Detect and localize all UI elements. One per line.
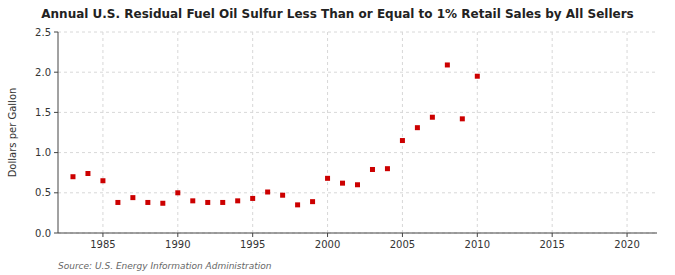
grid — [58, 32, 657, 233]
grid-line — [477, 32, 478, 233]
point — [355, 182, 360, 187]
x-tick — [327, 233, 328, 237]
grid-line — [552, 32, 553, 233]
point — [115, 200, 120, 205]
grid-line — [58, 152, 657, 153]
grid-line — [58, 112, 657, 113]
point — [160, 201, 165, 206]
point — [400, 138, 405, 143]
grid-line — [102, 32, 103, 233]
x-tick-label: 2005 — [390, 239, 415, 250]
point — [340, 181, 345, 186]
x-tick-label: 2000 — [315, 239, 340, 250]
y-tick — [54, 72, 58, 73]
x-tick-label: 2010 — [465, 239, 490, 250]
grid-line — [327, 32, 328, 233]
point — [205, 200, 210, 205]
x-tick — [477, 233, 478, 237]
x-tick — [252, 233, 253, 237]
point — [175, 190, 180, 195]
point — [415, 125, 420, 130]
y-tick-label: 0.5 — [35, 187, 51, 198]
y-tick — [54, 152, 58, 153]
y-axis-label: Dollars per Gallon — [7, 88, 18, 178]
x-axis-line — [58, 233, 657, 234]
point — [220, 200, 225, 205]
source-note: Source: U.S. Energy Information Administ… — [58, 261, 272, 271]
x-tick-label: 1985 — [90, 239, 115, 250]
x-tick — [102, 233, 103, 237]
point — [370, 167, 375, 172]
point — [250, 196, 255, 201]
point — [100, 178, 105, 183]
point — [385, 166, 390, 171]
point — [460, 116, 465, 121]
x-tick — [402, 233, 403, 237]
x-tick — [177, 233, 178, 237]
point — [190, 198, 195, 203]
point — [265, 189, 270, 194]
points — [70, 62, 479, 207]
grid-line — [177, 32, 178, 233]
grid-line — [627, 32, 628, 233]
grid-line — [58, 72, 657, 73]
point — [85, 171, 90, 176]
x-tick-label: 1990 — [165, 239, 190, 250]
y-axis-line — [58, 32, 59, 233]
y-tick-label: 2.0 — [35, 67, 51, 78]
x-tick — [552, 233, 553, 237]
y-tick — [54, 112, 58, 113]
point — [130, 195, 135, 200]
point — [325, 176, 330, 181]
point — [310, 199, 315, 204]
point — [145, 200, 150, 205]
point — [445, 62, 450, 67]
grid-line — [402, 32, 403, 233]
point — [235, 198, 240, 203]
point — [430, 115, 435, 120]
grid-line — [58, 32, 657, 33]
grid-line — [252, 32, 253, 233]
y-tick-label: 2.5 — [35, 27, 51, 38]
point — [295, 202, 300, 207]
x-tick-label: 2020 — [614, 239, 639, 250]
title: Annual U.S. Residual Fuel Oil Sulfur Les… — [41, 7, 633, 21]
y-tick — [54, 192, 58, 193]
y-tick-label: 1.5 — [35, 107, 51, 118]
y-tick-label: 0.0 — [35, 228, 51, 239]
grid-line — [58, 192, 657, 193]
x-tick-label: 2015 — [539, 239, 564, 250]
point — [475, 74, 480, 79]
x-tick — [627, 233, 628, 237]
grid-line — [58, 233, 657, 234]
point — [280, 193, 285, 198]
point — [70, 174, 75, 179]
x-tick-label: 1995 — [240, 239, 265, 250]
y-tick — [54, 233, 58, 234]
y-tick — [54, 32, 58, 33]
chart: Annual U.S. Residual Fuel Oil Sulfur Les… — [0, 0, 675, 275]
y-tick-label: 1.0 — [35, 147, 51, 158]
